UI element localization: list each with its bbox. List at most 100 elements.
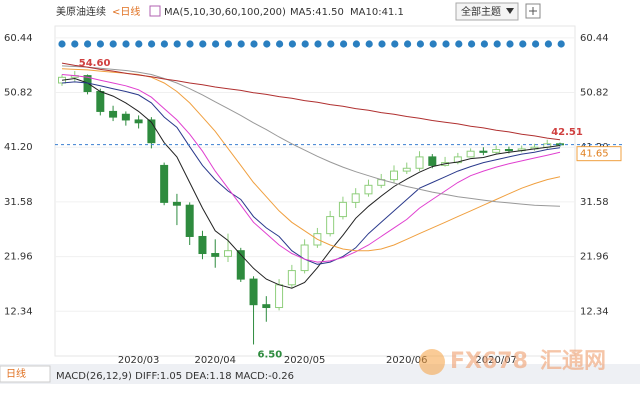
event-dot bbox=[301, 40, 309, 48]
candle-body bbox=[198, 235, 207, 255]
candle-body bbox=[134, 119, 143, 124]
watermark-logo bbox=[419, 349, 445, 375]
event-dot bbox=[416, 40, 424, 48]
ma-line bbox=[61, 74, 561, 263]
x-tick-label: 2020/04 bbox=[194, 355, 236, 366]
candle-body bbox=[338, 201, 347, 218]
event-dot bbox=[263, 40, 271, 48]
x-tick-label: 2020/06 bbox=[386, 355, 428, 366]
y-tick-label-left: 50.82 bbox=[4, 88, 33, 99]
event-dot bbox=[186, 40, 194, 48]
candle-body bbox=[96, 91, 105, 112]
event-dot bbox=[455, 40, 463, 48]
candle-body bbox=[275, 284, 284, 309]
event-dot bbox=[352, 40, 360, 48]
price-annotation: 54.60 bbox=[79, 58, 111, 69]
watermark-brand: FX678 bbox=[450, 349, 528, 374]
candle-body bbox=[479, 150, 488, 153]
y-tick-label-left: 12.34 bbox=[4, 306, 33, 317]
event-dot bbox=[160, 40, 168, 48]
event-dot bbox=[365, 40, 373, 48]
event-dot bbox=[84, 40, 92, 48]
price-annotation: 6.50 bbox=[258, 349, 283, 360]
y-tick-label-left: 41.20 bbox=[4, 142, 33, 153]
y-tick-label-right: 60.44 bbox=[580, 33, 609, 44]
event-dot bbox=[237, 40, 245, 48]
candle-body bbox=[224, 250, 232, 257]
event-dot bbox=[506, 40, 514, 48]
y-tick-label-left: 31.58 bbox=[4, 197, 33, 208]
ma-line bbox=[61, 62, 561, 141]
theme-label: 全部主题 bbox=[461, 5, 501, 18]
candle-body bbox=[262, 304, 271, 309]
event-dot bbox=[276, 40, 284, 48]
event-dot bbox=[122, 40, 130, 48]
y-tick-label-right: 21.96 bbox=[580, 252, 609, 263]
last-price-label: 41.65 bbox=[580, 149, 609, 160]
event-dot bbox=[148, 40, 156, 48]
candle-body bbox=[211, 253, 220, 257]
event-dot bbox=[71, 40, 79, 48]
ma-line bbox=[61, 81, 561, 265]
y-tick-label-right: 12.34 bbox=[580, 306, 609, 317]
candle-body bbox=[236, 250, 245, 280]
period-button[interactable]: <日线 bbox=[112, 5, 140, 18]
legend-ma5: MA5:41.50 bbox=[290, 7, 344, 18]
event-dot bbox=[327, 40, 335, 48]
dropdown-arrow bbox=[506, 8, 514, 14]
y-tick-label-left: 21.96 bbox=[4, 252, 33, 263]
event-dot bbox=[199, 40, 207, 48]
candle-body bbox=[492, 149, 501, 153]
event-dot bbox=[429, 40, 437, 48]
event-dot bbox=[173, 40, 181, 48]
candle-body bbox=[172, 201, 181, 206]
candle-body bbox=[415, 156, 424, 169]
theme-dropdown[interactable] bbox=[455, 2, 519, 21]
event-dot bbox=[532, 40, 540, 48]
event-dot bbox=[314, 40, 322, 48]
candle-body bbox=[121, 113, 130, 121]
event-dot bbox=[288, 40, 296, 48]
x-tick-label: 2020/05 bbox=[284, 355, 326, 366]
legend-ma10: MA10:41.1 bbox=[350, 7, 404, 18]
add-icon bbox=[529, 7, 537, 15]
candle-body bbox=[428, 156, 437, 166]
event-dot bbox=[519, 40, 527, 48]
macd-text: MACD(26,12,9) DIFF:1.05 DEA:1.18 MACD:-0… bbox=[56, 371, 294, 382]
candle-body bbox=[351, 193, 360, 203]
candle-body bbox=[109, 110, 118, 118]
event-dot bbox=[442, 40, 450, 48]
indicator-text: MA(5,10,30,60,100,200) bbox=[164, 7, 286, 18]
candle-body bbox=[364, 184, 373, 195]
y-tick-label-right: 50.82 bbox=[580, 88, 609, 99]
candle-body bbox=[147, 119, 156, 144]
candle-body bbox=[326, 216, 335, 235]
candle-body bbox=[185, 204, 194, 237]
candle-body bbox=[160, 164, 169, 203]
watermark-site: 汇通网 bbox=[540, 349, 606, 374]
candle-body bbox=[249, 278, 258, 306]
event-dot bbox=[340, 40, 348, 48]
ma-line bbox=[61, 77, 561, 289]
event-dot bbox=[109, 40, 117, 48]
event-dot bbox=[557, 40, 565, 48]
y-tick-label-left: 60.44 bbox=[4, 33, 33, 44]
bottom-bar bbox=[0, 364, 640, 384]
event-dot bbox=[96, 40, 104, 48]
event-dot bbox=[468, 40, 476, 48]
event-dot bbox=[212, 40, 220, 48]
event-dot bbox=[250, 40, 258, 48]
candle-body bbox=[390, 170, 398, 181]
event-dot bbox=[58, 40, 66, 48]
ma-line bbox=[61, 65, 561, 207]
bottom-period-button[interactable] bbox=[0, 365, 51, 383]
plot-frame bbox=[54, 25, 576, 357]
candle-body bbox=[402, 167, 411, 172]
candle-body bbox=[287, 270, 296, 286]
event-dot bbox=[480, 40, 488, 48]
event-dot bbox=[378, 40, 386, 48]
y-tick-label-right: 31.58 bbox=[580, 197, 609, 208]
x-tick-label: 2020/03 bbox=[118, 355, 160, 366]
last-price-box bbox=[576, 146, 622, 162]
